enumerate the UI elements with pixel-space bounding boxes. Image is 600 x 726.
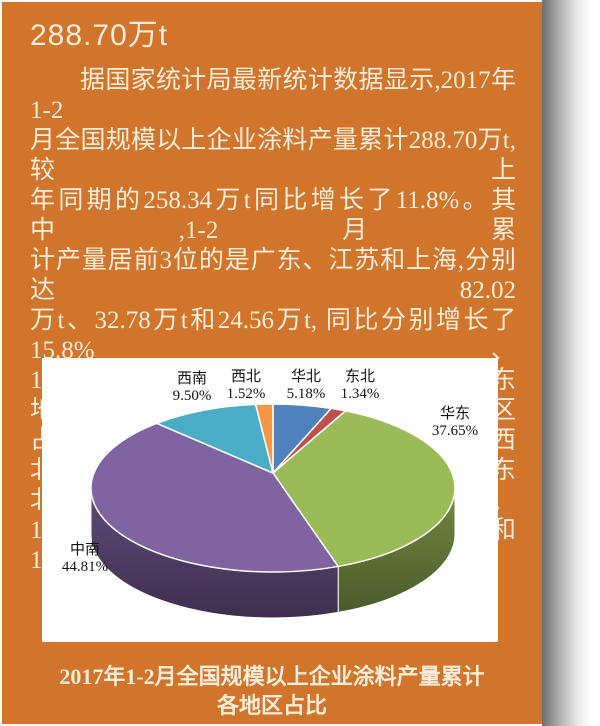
pie-slice-label: 西北 1.52% [226,369,266,402]
pie-slice-label: 华北 5.18% [286,369,326,402]
chart-caption-line1: 2017年1-2月全国规模以上企业涂料产量累计 [59,664,485,689]
paragraph-line: 据国家统计局最新统计数据显示,2017年1-2 [30,67,516,124]
paragraph-line: 年同期的258.34万t同比增长了11.8%。其中,1-2月累 [30,187,516,244]
pie-slice-label: 东北 1.34% [340,369,380,402]
pie-slice-label: 中南 44.81% [61,542,109,575]
chart-caption: 2017年1-2月全国规模以上企业涂料产量累计 各地区占比 [2,662,542,720]
magazine-page: 288.70万t 据国家统计局最新统计数据显示,2017年1-2 月全国规模以上企… [2,2,542,724]
paragraph-line: 万t、32.78万t和24.56万t, 同比分别增长了15.8%、 [30,307,516,364]
pie-slice-label: 华东 37.65% [431,406,479,439]
page-title: 288.70万t [30,19,169,52]
pie-chart-panel: 华北 5.18% 东北 1.34% 华东 37.65% 中南 44.81% 西南 9.50% 西北 1… [42,358,498,642]
paragraph-line: 月全国规模以上企业涂料产量累计288.70万t,较上 [30,127,516,184]
paragraph-line: 计产量居前3位的是广东、江苏和上海,分别达82.02 [30,247,516,304]
pie-slice-label: 西南 9.50% [172,371,212,404]
pie-chart-3d [90,403,456,619]
page-edge-shadow [542,0,600,726]
chart-caption-line2: 各地区占比 [216,693,327,718]
